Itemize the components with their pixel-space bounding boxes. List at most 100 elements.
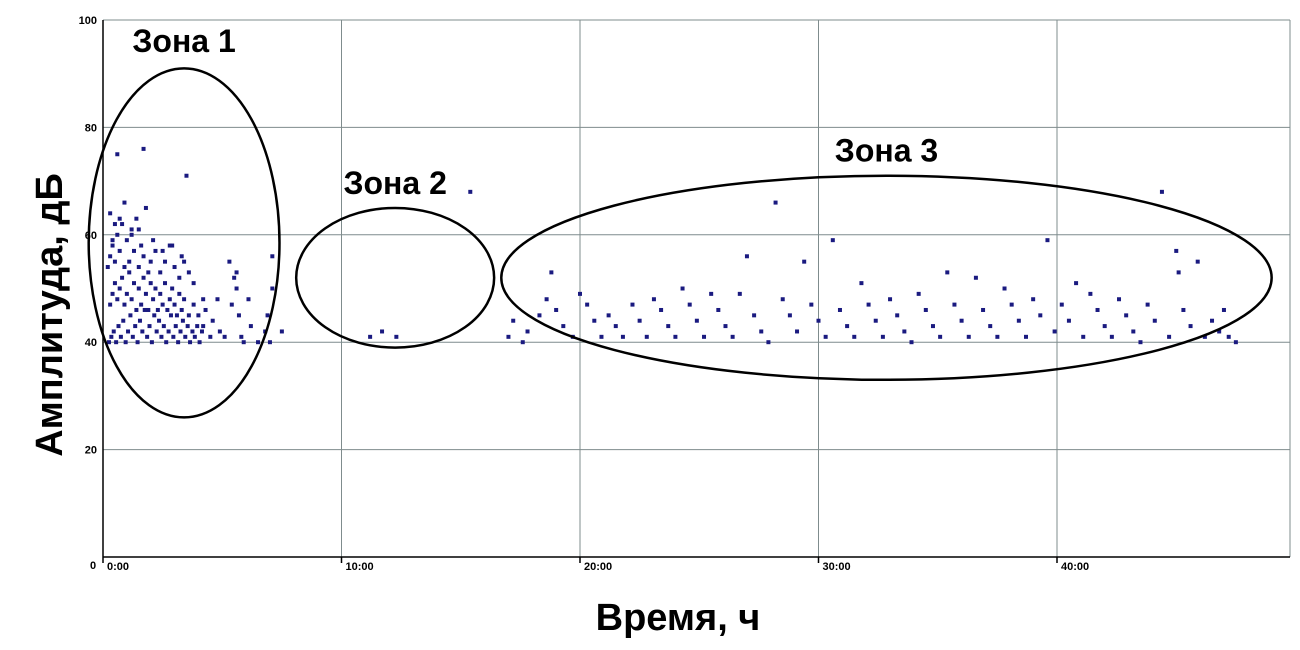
data-point: [127, 270, 132, 275]
data-point: [184, 173, 189, 178]
data-point: [160, 248, 165, 253]
data-point: [666, 324, 671, 329]
data-point: [880, 334, 885, 339]
data-point: [179, 254, 184, 259]
data-point: [191, 302, 196, 307]
data-point: [1002, 286, 1007, 291]
data-point: [117, 216, 122, 221]
data-point: [146, 307, 151, 312]
data-point: [186, 313, 191, 318]
data-point: [183, 334, 188, 339]
data-point: [592, 318, 597, 323]
data-point: [148, 259, 153, 264]
data-point: [215, 297, 220, 302]
data-point: [108, 254, 113, 259]
data-point: [1066, 318, 1071, 323]
zone-label: Зона 1: [132, 23, 235, 59]
data-point: [136, 286, 141, 291]
data-point: [112, 281, 117, 286]
data-point: [234, 270, 239, 275]
data-point: [163, 259, 168, 264]
data-point: [1221, 307, 1226, 312]
data-point: [105, 265, 110, 270]
x-tick-label: 10:00: [346, 561, 374, 573]
data-point: [128, 313, 133, 318]
x-tick-label: 30:00: [823, 561, 851, 573]
data-point: [1176, 270, 1181, 275]
x-tick-label: 0:00: [107, 561, 129, 573]
data-point: [938, 334, 943, 339]
data-point: [578, 291, 582, 296]
data-point: [182, 259, 187, 264]
data-point: [182, 297, 187, 302]
data-point: [154, 329, 159, 334]
data-point: [930, 324, 935, 329]
data-point: [151, 297, 156, 302]
data-point: [124, 238, 129, 243]
data-point: [902, 329, 907, 334]
data-point: [124, 291, 129, 296]
data-point: [201, 297, 206, 302]
data-point: [279, 329, 284, 334]
data-point: [644, 334, 649, 339]
data-point: [171, 334, 176, 339]
data-point: [859, 281, 864, 286]
data-point: [246, 297, 251, 302]
data-point: [511, 318, 516, 323]
data-point: [110, 238, 115, 243]
data-point: [118, 334, 123, 339]
data-point: [208, 334, 213, 339]
data-point: [137, 318, 142, 323]
data-point: [845, 324, 850, 329]
x-axis-title: Время, ч: [596, 597, 761, 639]
data-point: [795, 329, 800, 334]
data-point: [117, 286, 122, 291]
data-point: [620, 334, 625, 339]
data-point: [127, 259, 132, 264]
data-point: [923, 307, 928, 312]
data-point: [809, 302, 814, 307]
data-point: [520, 340, 525, 345]
data-point: [166, 329, 171, 334]
data-point: [106, 340, 111, 345]
data-point: [114, 340, 119, 345]
data-point: [149, 340, 154, 345]
data-point: [167, 297, 172, 302]
data-point: [136, 265, 141, 270]
data-point: [227, 259, 232, 264]
data-point: [1217, 329, 1222, 334]
data-point: [115, 297, 120, 302]
data-point: [188, 340, 193, 345]
data-point: [1074, 281, 1079, 286]
data-point: [816, 318, 821, 323]
data-point: [1038, 313, 1043, 318]
data-point: [115, 152, 120, 157]
data-point: [1117, 297, 1122, 302]
data-point: [866, 302, 871, 307]
data-point: [1152, 318, 1157, 323]
data-point: [966, 334, 971, 339]
data-point: [147, 324, 152, 329]
data-point: [126, 329, 131, 334]
data-point: [1233, 340, 1238, 345]
data-point: [549, 270, 554, 275]
data-point: [1016, 318, 1021, 323]
data-point: [630, 302, 635, 307]
data-point: [241, 340, 246, 345]
data-point: [112, 222, 117, 227]
data-point: [173, 324, 178, 329]
data-point: [157, 318, 162, 323]
data-point: [506, 334, 511, 339]
data-point: [1059, 302, 1064, 307]
data-point: [132, 281, 137, 286]
data-point: [153, 286, 158, 291]
data-point: [1095, 307, 1100, 312]
axes: [102, 20, 1290, 558]
data-point: [888, 297, 893, 302]
data-point: [134, 307, 139, 312]
data-point: [988, 324, 993, 329]
data-point: [959, 318, 964, 323]
data-point: [837, 307, 842, 312]
data-point: [613, 324, 618, 329]
data-point: [1124, 313, 1129, 318]
